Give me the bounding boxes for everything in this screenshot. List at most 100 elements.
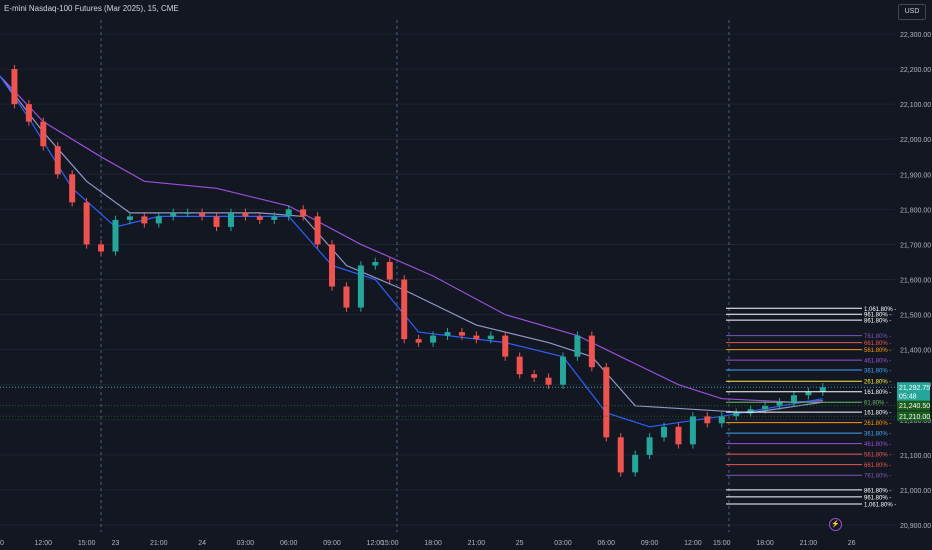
- candle-body: [329, 244, 336, 287]
- candle-body: [126, 216, 133, 220]
- x-tick-label: 25: [516, 540, 524, 547]
- y-tick-label: 21,000.00: [900, 488, 931, 495]
- x-tick-label: 15:00: [713, 540, 731, 547]
- candle-body: [141, 216, 148, 224]
- fib-level-label: 361.80% -: [864, 432, 891, 438]
- candle-body: [155, 216, 162, 224]
- fib-level-label: 761.80% -: [864, 474, 891, 480]
- candle-body: [502, 335, 509, 357]
- candle-body: [588, 335, 595, 368]
- fib-level-label: 361.80% -: [864, 368, 891, 374]
- x-tick-label: 21:00: [800, 540, 818, 547]
- candle-body: [790, 395, 797, 403]
- candle-body: [646, 437, 653, 455]
- candle-body: [559, 356, 566, 385]
- candle-body: [487, 335, 494, 340]
- x-tick-label: 21:00: [150, 540, 168, 547]
- y-tick-label: 21,900.00: [900, 172, 931, 179]
- fib-level-label: 761.80% -: [864, 334, 891, 340]
- candle-body: [430, 335, 437, 343]
- candle-body: [98, 244, 105, 252]
- fib-level-label: 661.80% -: [864, 341, 891, 347]
- x-tick-label: 12:00: [35, 540, 53, 547]
- price-tag-label: 21,210.00: [899, 414, 930, 421]
- candle-body: [112, 219, 119, 252]
- y-tick-label: 22,300.00: [900, 32, 931, 39]
- x-tick-label: 09:00: [323, 540, 341, 547]
- x-tick-label: 21:00: [468, 540, 486, 547]
- x-tick-label: 09:00: [641, 540, 659, 547]
- y-tick-label: 21,500.00: [900, 313, 931, 320]
- fib-level-label: 861.80% -: [864, 319, 891, 325]
- candle-body: [718, 416, 725, 424]
- y-tick-label: 20,900.00: [900, 523, 931, 530]
- candle-body: [661, 426, 668, 438]
- candle-body: [11, 69, 18, 105]
- fib-level-label: 1,061.80% -: [864, 307, 896, 313]
- candle-body: [632, 454, 639, 473]
- candle-body: [444, 332, 451, 336]
- fib-level-label: 961.80% -: [864, 495, 891, 501]
- candle-body: [617, 437, 624, 473]
- candle-body: [372, 261, 379, 266]
- candle-body: [271, 216, 278, 220]
- x-tick-label: 03:00: [237, 540, 255, 547]
- x-tick-label: 00: [0, 540, 4, 547]
- candle-body: [415, 339, 422, 343]
- price-tag: [897, 400, 930, 411]
- y-tick-label: 21,800.00: [900, 207, 931, 214]
- fib-level-label: 561.80% -: [864, 453, 891, 459]
- candle-body: [762, 405, 769, 410]
- candle-body: [776, 402, 783, 406]
- candle-body: [747, 409, 754, 413]
- candle-body: [386, 261, 393, 280]
- x-tick-label: 24: [198, 540, 206, 547]
- candle-body: [603, 367, 610, 438]
- y-tick-label: 21,200.00: [900, 418, 931, 425]
- x-tick-label: 18:00: [424, 540, 442, 547]
- candle-body: [531, 374, 538, 378]
- candle-body: [170, 212, 177, 217]
- candle-body: [227, 212, 234, 227]
- x-tick-label: 06:00: [598, 540, 616, 547]
- x-tick-label: 12:00: [684, 540, 702, 547]
- moving-average-line: [0, 75, 823, 414]
- fib-level-label: 161.80% -: [864, 390, 891, 396]
- candle-body: [256, 216, 263, 220]
- price-tag-label: 21,240.50: [899, 403, 930, 410]
- lightning-icon[interactable]: ⚡: [829, 518, 842, 531]
- x-tick-label: 18:00: [756, 540, 774, 547]
- candle-body: [300, 209, 307, 217]
- candle-body: [689, 416, 696, 445]
- x-tick-label: 26: [848, 540, 856, 547]
- candle-body: [516, 356, 523, 375]
- price-tag-label: 21,292.75: [899, 385, 930, 392]
- moving-average-line: [0, 75, 823, 428]
- y-tick-label: 22,100.00: [900, 102, 931, 109]
- x-tick-label: 03:00: [554, 540, 572, 547]
- fib-level-label: 461.80% -: [864, 442, 891, 448]
- candle-body: [242, 212, 249, 217]
- fib-level-label: 561.80% -: [864, 348, 891, 354]
- candle-body: [733, 412, 740, 417]
- fib-level-label: 661.80% -: [864, 463, 891, 469]
- fib-level-label: 461.80% -: [864, 359, 891, 365]
- fib-level-label: 161.80% -: [864, 411, 891, 417]
- y-tick-label: 22,200.00: [900, 67, 931, 74]
- x-tick-label: 06:00: [280, 540, 298, 547]
- x-tick-label: 12:00: [367, 540, 385, 547]
- moving-average-line: [0, 75, 823, 403]
- chart-title: E-mini Nasdaq-100 Futures (Mar 2025), 15…: [4, 4, 179, 13]
- candle-body: [69, 174, 76, 203]
- candle-body: [401, 279, 408, 340]
- candle-body: [40, 121, 47, 147]
- candle-body: [285, 209, 292, 217]
- fib-level-label: 1,061.80% -: [864, 502, 896, 508]
- candle-body: [213, 216, 220, 227]
- y-tick-label: 21,400.00: [900, 348, 931, 355]
- fib-level-label: 861.80% -: [864, 488, 891, 494]
- x-tick-label: 15:00: [381, 540, 399, 547]
- currency-button[interactable]: USD: [898, 4, 926, 20]
- y-tick-label: 21,100.00: [900, 453, 931, 460]
